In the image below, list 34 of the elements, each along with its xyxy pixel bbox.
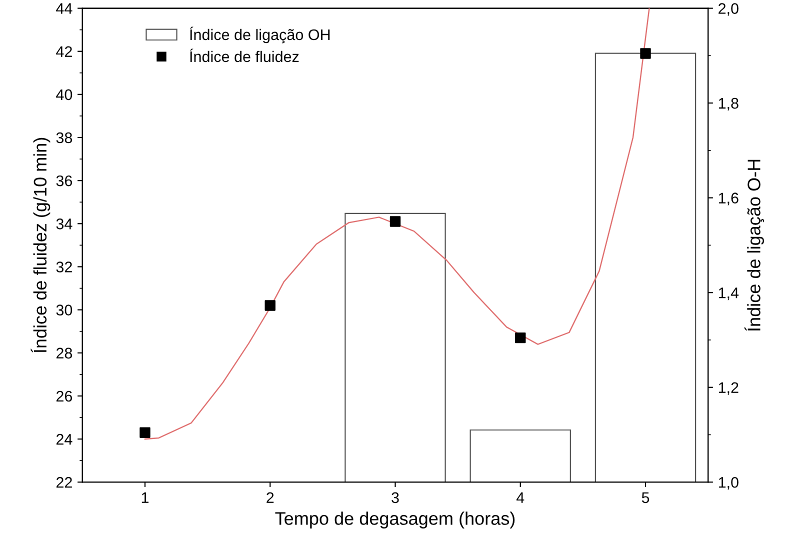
y-tick-label: 44 [56,3,72,14]
y2-tick-label: 1,2 [718,382,738,395]
y-tick-label: 28 [56,348,72,359]
x-tick-label: 3 [392,492,399,504]
x-tick-label: 1 [142,492,148,503]
y2-tick-label: 1,0 [718,476,738,490]
point [515,332,526,344]
point [640,48,651,59]
y2-tick-label: 1,8 [718,98,738,111]
line-series [144,8,650,440]
y-tick-label: 32 [56,262,72,272]
y-axis-title: Índice de fluidez (g/10 min) [30,138,50,352]
point [390,216,401,227]
y2-tick-label: 1,6 [718,192,738,206]
legend-label: Índice de ligação OH [190,26,330,44]
point [140,427,150,438]
x-tick-label: 5 [642,492,650,504]
y2-tick-label: 1,4 [718,288,739,300]
y-tick-label: 24 [56,434,72,445]
y-tick-label: 36 [56,175,72,186]
y2-tick-label: 2,0 [718,3,738,16]
y-tick-label: 40 [56,89,72,100]
legend-label: Índice de fluidez [190,48,299,62]
y-tick-label: 30 [56,304,72,316]
x-tick-label: 4 [516,492,524,503]
y-tick-label: 22 [56,476,72,488]
y-tick-label: 38 [56,132,72,144]
y2-axis-title: Índice de ligação O-H [744,160,764,331]
y-tick-label: 34 [56,218,72,230]
x-tick-label: 2 [266,492,274,503]
x-axis-title: Tempo de degasagem (horas) [275,512,515,528]
point [264,300,276,311]
y-tick-label: 26 [56,390,72,402]
y-tick-label: 42 [56,46,72,57]
